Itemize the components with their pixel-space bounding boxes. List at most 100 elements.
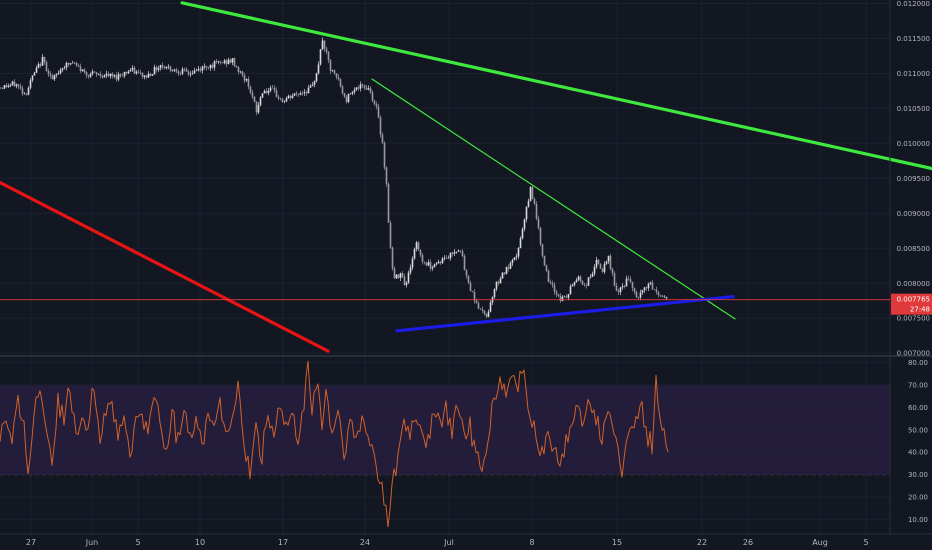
price-tick-label: 0.007500 bbox=[897, 315, 930, 323]
candle-body bbox=[597, 259, 600, 264]
candle-body bbox=[335, 73, 338, 78]
candle-body bbox=[565, 296, 568, 298]
candle-body bbox=[641, 290, 644, 293]
candle-body bbox=[611, 268, 614, 274]
candle-body bbox=[271, 87, 274, 89]
candle-body bbox=[45, 62, 48, 71]
time-tick-label: Jul bbox=[443, 538, 454, 547]
candle-body bbox=[405, 282, 408, 286]
candle-body bbox=[457, 250, 460, 252]
time-axis[interactable]: 27 Jun 5 10 17 24 Jul 8 15 22 26 Aug 5 bbox=[26, 538, 869, 547]
candle-body bbox=[605, 261, 608, 264]
candle-body bbox=[121, 76, 124, 77]
candle-body bbox=[437, 261, 440, 264]
candle-body bbox=[485, 314, 488, 317]
candle-body bbox=[345, 96, 348, 102]
candle-body bbox=[91, 71, 94, 75]
candle-body bbox=[291, 95, 294, 98]
candle-body bbox=[97, 74, 100, 75]
candle-body bbox=[371, 92, 374, 101]
candle-body bbox=[265, 90, 268, 94]
candle-body bbox=[337, 77, 340, 80]
candle-body bbox=[559, 296, 562, 302]
candle-body bbox=[357, 87, 360, 89]
candle-body bbox=[419, 249, 422, 256]
candle-body bbox=[27, 87, 30, 95]
candle-body bbox=[235, 65, 238, 68]
candle-body bbox=[29, 80, 32, 88]
candle-body bbox=[113, 75, 116, 77]
rsi-tick-label: 70.00 bbox=[908, 382, 928, 390]
price-tick-label: 0.009000 bbox=[897, 210, 930, 218]
candle-body bbox=[581, 281, 584, 285]
price-tick-label: 0.011000 bbox=[897, 70, 930, 78]
candle-body bbox=[403, 276, 406, 286]
candle-body bbox=[57, 73, 60, 74]
candle-body bbox=[35, 67, 38, 73]
candle-body bbox=[205, 66, 208, 68]
candle-body bbox=[409, 267, 412, 273]
trendline[interactable] bbox=[180, 1, 932, 171]
candle-body bbox=[531, 187, 534, 199]
candle-body bbox=[111, 73, 114, 77]
candle-body bbox=[513, 257, 516, 260]
candle-body bbox=[383, 142, 386, 168]
candle-body bbox=[21, 88, 24, 94]
candle-body bbox=[657, 292, 660, 296]
candle-body bbox=[413, 248, 416, 259]
candle-body bbox=[183, 68, 186, 70]
candle-body bbox=[483, 310, 486, 315]
candle-body bbox=[501, 272, 504, 279]
candle-body bbox=[167, 66, 170, 68]
candle-body bbox=[173, 69, 176, 71]
candle-body bbox=[451, 252, 454, 254]
candle-body bbox=[435, 263, 438, 265]
trendlines[interactable] bbox=[0, 1, 932, 353]
candle-body bbox=[539, 227, 542, 245]
bar-countdown: 27:48 bbox=[910, 306, 930, 314]
candle-body bbox=[423, 261, 426, 263]
candle-body bbox=[633, 288, 636, 292]
candle-body bbox=[523, 219, 526, 229]
candle-body bbox=[17, 84, 20, 87]
last-price-marker: 0.007765 27:48 bbox=[0, 293, 932, 315]
candle-body bbox=[527, 200, 530, 207]
trendline[interactable] bbox=[371, 78, 736, 320]
candle-body bbox=[381, 134, 384, 143]
candle-body bbox=[653, 289, 656, 291]
candle-body bbox=[529, 187, 532, 201]
candle-body bbox=[333, 70, 336, 74]
candle-body bbox=[499, 278, 502, 284]
candle-body bbox=[355, 87, 358, 90]
candle-body bbox=[315, 73, 318, 82]
candle-body bbox=[255, 102, 258, 113]
candle-body bbox=[619, 287, 622, 293]
candle-body bbox=[417, 242, 420, 250]
candle-body bbox=[67, 62, 70, 65]
candle-body bbox=[285, 98, 288, 102]
candle-body bbox=[341, 86, 344, 94]
candle-body bbox=[155, 67, 158, 71]
trendline[interactable] bbox=[395, 294, 735, 333]
candle-body bbox=[589, 276, 592, 278]
candle-body bbox=[13, 81, 16, 87]
trendline[interactable] bbox=[0, 180, 330, 353]
candle-body bbox=[199, 68, 202, 71]
candle-body bbox=[445, 257, 448, 259]
candle-body bbox=[495, 281, 498, 289]
time-tick-label: 10 bbox=[195, 538, 205, 547]
rsi-axis[interactable]: 80.00 70.00 60.00 50.00 40.00 30.00 20.00 10.00 bbox=[908, 359, 928, 524]
candle-body bbox=[525, 206, 528, 220]
price-axis[interactable]: 0.012000 0.011500 0.011000 0.010500 0.010000… bbox=[897, 0, 930, 358]
candle-body bbox=[247, 78, 250, 87]
candle-body bbox=[363, 85, 366, 88]
candle-body bbox=[585, 285, 588, 287]
candle-body bbox=[313, 81, 316, 85]
candle-body bbox=[245, 78, 248, 81]
candle-body bbox=[517, 248, 520, 257]
candle-body bbox=[239, 71, 242, 73]
candle-body bbox=[477, 303, 480, 309]
candle-body bbox=[591, 273, 594, 277]
candle-body bbox=[127, 71, 130, 74]
